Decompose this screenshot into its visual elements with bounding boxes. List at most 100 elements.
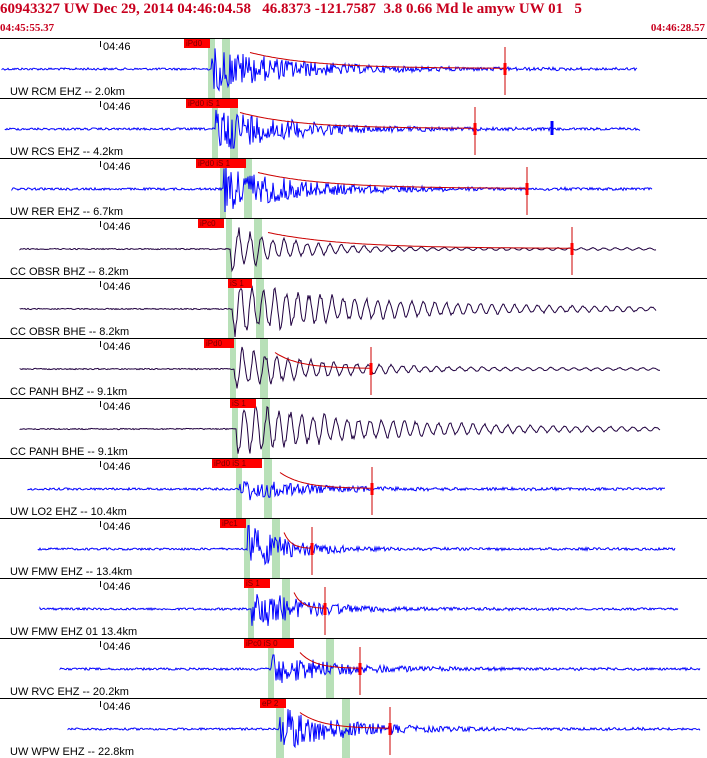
coda-decay-curve — [279, 472, 372, 489]
station-label: UW WPW EHZ -- 22.8km — [10, 746, 135, 758]
station-label: CC PANH BHE -- 9.1km — [10, 446, 128, 458]
waveform-trace — [11, 165, 653, 213]
s-window — [272, 519, 280, 578]
event-title: 60943327 UW Dec 29, 2014 04:46:04.58 46.… — [0, 1, 582, 17]
coda-decay-curve — [293, 592, 325, 609]
station-label: UW LO2 EHZ -- 10.4km — [10, 506, 127, 518]
time-tick-label: 04:46 — [103, 281, 131, 293]
time-tick-label: 04:46 — [103, 341, 131, 353]
time-tick-label: 04:46 — [103, 641, 131, 653]
s-window — [230, 99, 238, 158]
waveform-svg — [19, 279, 657, 338]
seismogram-panel[interactable]: 04:46 eP 2 UW WPW EHZ -- 22.8km — [0, 698, 707, 758]
coda-decay-curve — [299, 652, 360, 669]
waveform-trace — [67, 709, 701, 749]
station-label: CC OBSR BHE -- 8.2km — [10, 326, 130, 338]
phase-pick-flag[interactable]: iS 1 — [244, 579, 270, 588]
red-tick-icon — [358, 663, 362, 675]
waveform-svg — [19, 399, 661, 458]
time-tick-label: 04:46 — [103, 701, 131, 713]
waveform-trace — [27, 480, 666, 501]
phase-pick-flag[interactable]: iS 1 — [230, 399, 256, 408]
phase-pick-flag[interactable]: iPd0 iS 1 — [196, 159, 246, 168]
time-tick — [100, 581, 101, 587]
waveform-svg — [19, 219, 657, 278]
time-tick — [100, 641, 101, 647]
red-tick-icon — [525, 183, 529, 195]
waveform-svg — [59, 639, 701, 698]
waveform-trace — [4, 109, 641, 149]
red-tick-icon — [370, 483, 374, 495]
waveform-svg — [4, 99, 641, 158]
seismogram-panel[interactable]: 04:46 iPd0 UW RCM EHZ -- 2.0km — [0, 38, 707, 98]
s-window — [326, 639, 334, 698]
time-tick — [100, 341, 101, 347]
seismogram-panel[interactable]: 04:46 iPc1 UW FMW EHZ -- 13.4km — [0, 518, 707, 578]
seismogram-panel[interactable]: 04:46 iPd0 iS 1 UW RER EHZ -- 6.7km — [0, 158, 707, 218]
waveform-trace — [37, 525, 676, 566]
phase-pick-flag[interactable]: iPd0 — [204, 339, 234, 348]
s-window — [256, 279, 264, 338]
station-label: UW FMW EHZ -- 13.4km — [10, 566, 133, 578]
station-label: CC PANH BHZ -- 9.1km — [10, 386, 128, 398]
seismogram-panel[interactable]: 04:46 iPc0 iS 0 UW RVC EHZ -- 20.2km — [0, 638, 707, 698]
seismogram-panel[interactable]: 04:46 iS 1 CC PANH BHE -- 9.1km — [0, 398, 707, 458]
time-tick-label: 04:46 — [103, 521, 131, 533]
phase-pick-flag[interactable]: iPc0 iS 0 — [244, 639, 294, 648]
phase-pick-flag[interactable]: iPd0 iS 1 — [186, 99, 238, 108]
seismogram-panel[interactable]: 04:46 iPc0 CC OBSR BHZ -- 8.2km — [0, 218, 707, 278]
red-tick-icon — [310, 543, 314, 555]
red-tick-icon — [473, 123, 477, 135]
waveform-trace — [19, 285, 657, 338]
red-tick-icon — [323, 603, 327, 615]
seismogram-panel[interactable]: 04:46 iS 1 UW FMW EHZ 01 13.4km — [0, 578, 707, 638]
time-start-label: 04:45:55.37 — [0, 22, 55, 34]
event-header: 60943327 UW Dec 29, 2014 04:46:04.58 46.… — [0, 0, 707, 38]
time-tick — [100, 101, 101, 107]
coda-decay-curve — [299, 712, 390, 729]
station-label: UW RCS EHZ -- 4.2km — [10, 146, 124, 158]
waveform-svg — [39, 579, 679, 638]
seismogram-panel[interactable]: 04:46 iS 1 CC OBSR BHE -- 8.2km — [0, 278, 707, 338]
phase-pick-flag[interactable]: iPc1 — [220, 519, 246, 528]
coda-decay-curve — [283, 532, 313, 549]
s-window — [260, 339, 268, 398]
time-tick — [100, 41, 101, 47]
phase-pick-flag[interactable]: eP 2 — [260, 699, 286, 708]
phase-pick-flag[interactable]: iPd0 — [184, 39, 210, 48]
waveform-svg — [27, 459, 666, 518]
s-window — [262, 399, 270, 458]
s-window — [254, 219, 262, 278]
time-tick — [100, 221, 101, 227]
p-window — [228, 279, 234, 338]
station-label: CC OBSR BHZ -- 8.2km — [10, 266, 129, 278]
coda-decay-curve — [267, 232, 572, 249]
station-label: UW RER EHZ -- 6.7km — [10, 206, 124, 218]
time-tick — [100, 281, 101, 287]
waveform-trace — [39, 594, 679, 626]
time-tick — [100, 161, 101, 167]
seismogram-panel[interactable]: 04:46 iPd0 CC PANH BHZ -- 9.1km — [0, 338, 707, 398]
p-window — [230, 339, 236, 398]
seismogram-panel[interactable]: 04:46 iPd0 iS 1 UW LO2 EHZ -- 10.4km — [0, 458, 707, 518]
waveform-trace — [1, 48, 638, 92]
phase-pick-flag[interactable]: iS 1 — [228, 279, 252, 288]
time-tick-label: 04:46 — [103, 41, 131, 53]
coda-decay-curve — [257, 172, 526, 189]
waveform-svg — [19, 339, 661, 398]
phase-pick-flag[interactable]: iPc0 — [198, 219, 224, 228]
waveform-trace — [19, 406, 661, 454]
red-tick-icon — [369, 363, 373, 375]
time-tick-label: 04:46 — [103, 101, 131, 113]
phase-pick-flag[interactable]: iPd0 iS 1 — [212, 459, 262, 468]
seismogram-panel[interactable]: 04:46 iPd0 iS 1 UW RCS EHZ -- 4.2km — [0, 98, 707, 158]
p-window — [226, 219, 232, 278]
waveform-trace — [19, 227, 657, 273]
time-tick-label: 04:46 — [103, 161, 131, 173]
s-window — [222, 39, 230, 98]
time-end-label: 04:46:28.57 — [650, 22, 705, 34]
coda-decay-curve — [249, 52, 504, 69]
s-window — [264, 459, 272, 518]
time-tick-label: 04:46 — [103, 581, 131, 593]
time-tick — [100, 701, 101, 707]
